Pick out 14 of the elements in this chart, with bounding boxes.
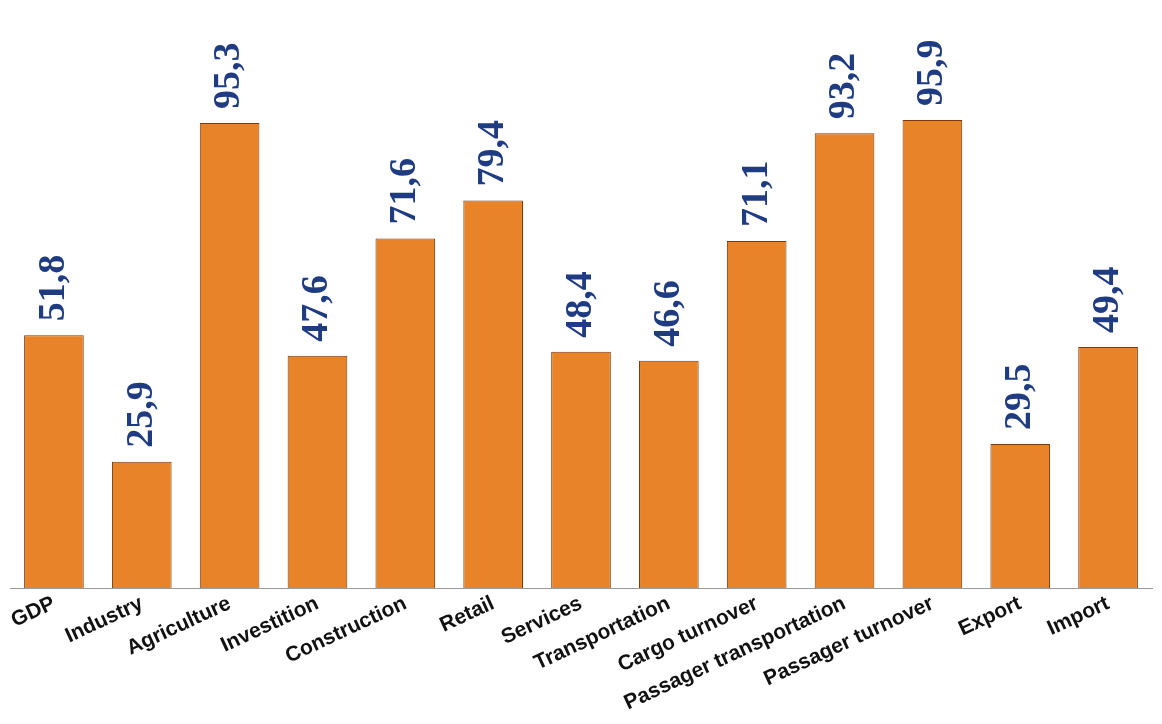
data-label: 48,4 xyxy=(556,271,599,338)
data-label: 71,6 xyxy=(381,158,424,225)
data-label: 47,6 xyxy=(293,275,336,342)
data-label: 49,4 xyxy=(1083,266,1126,333)
data-label: 79,4 xyxy=(468,120,511,187)
data-label: 25,9 xyxy=(117,381,160,448)
data-label: 93,2 xyxy=(820,52,863,120)
data-label: 29,5 xyxy=(996,363,1039,431)
x-tick-label: GDP xyxy=(7,590,59,631)
data-label: 71,1 xyxy=(732,160,775,228)
data-label: 95,9 xyxy=(908,39,951,107)
data-label: 51,8 xyxy=(29,254,72,322)
data-label: 95,3 xyxy=(205,42,248,109)
data-label: 46,6 xyxy=(644,280,687,347)
